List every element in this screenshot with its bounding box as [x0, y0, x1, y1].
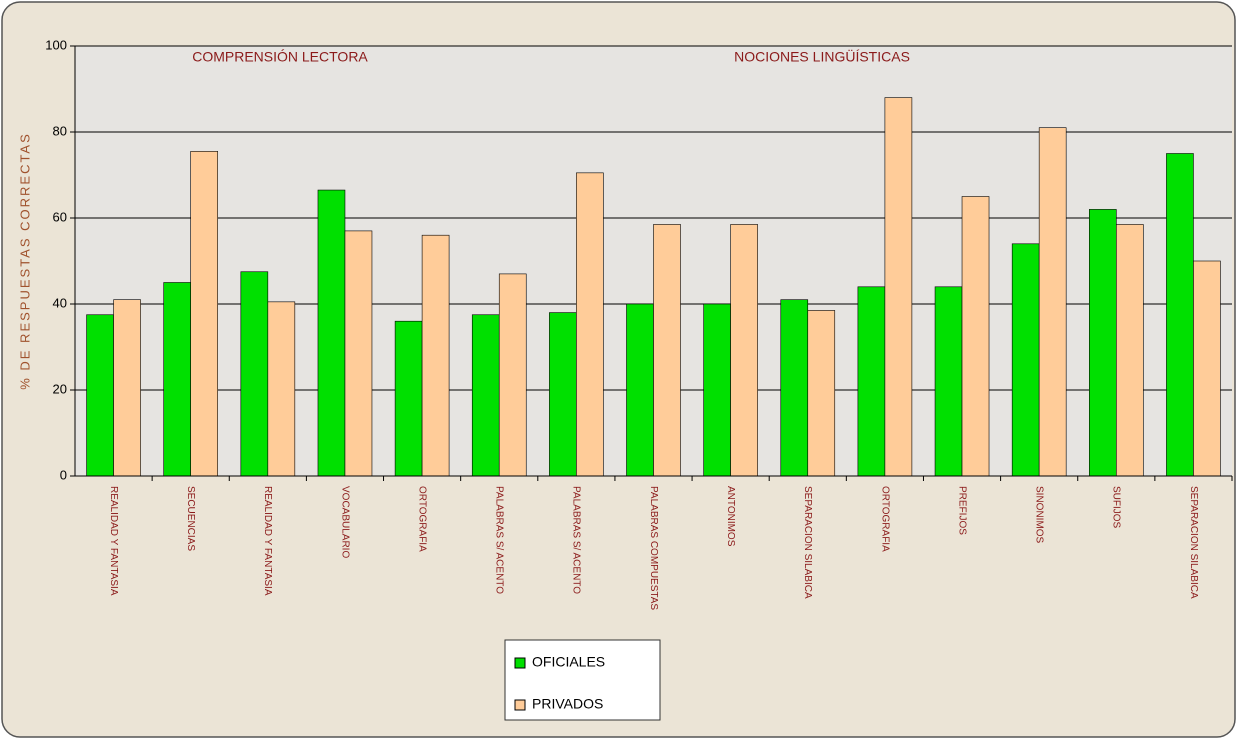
x-tick-label: REALIDAD Y FANTASIA — [262, 486, 273, 596]
legend — [504, 639, 661, 721]
bar — [549, 312, 577, 477]
x-tick-label: SINONIMOS — [1034, 486, 1045, 544]
bar — [1011, 243, 1040, 477]
bar — [240, 271, 269, 477]
bar — [190, 151, 218, 477]
x-tick-label: SEPARACION SILABICA — [802, 486, 813, 599]
bar — [780, 299, 809, 477]
y-tick-label: 60 — [53, 209, 67, 224]
bar — [1089, 209, 1117, 477]
annotation: NOCIONES LINGÜÍSTICAS — [734, 48, 910, 65]
x-tick-label: PREFIJOS — [956, 486, 967, 535]
y-tick-label: 100 — [45, 37, 67, 52]
y-tick-label: 40 — [53, 295, 67, 310]
x-tick-label: PALABRAS COMPUESTAS — [648, 486, 659, 610]
bar — [934, 286, 963, 477]
x-tick-label: PALABRAS S/ ACENTO — [571, 486, 582, 594]
bar — [421, 234, 450, 477]
legend-swatch — [514, 657, 526, 669]
bar — [961, 196, 990, 477]
legend-swatch — [514, 699, 526, 711]
bar — [498, 273, 527, 477]
x-tick-label: SUFIJOS — [1111, 486, 1122, 529]
bar — [576, 172, 604, 477]
bar — [86, 314, 114, 477]
bar — [344, 230, 373, 477]
x-tick-label: REALIDAD Y FANTASIA — [108, 486, 119, 596]
bar — [394, 320, 423, 477]
x-tick-label: SEPARACION SILABICA — [1188, 486, 1199, 599]
x-tick-label: ORTOGRAFIA — [416, 486, 427, 552]
bar — [857, 286, 886, 477]
legend-label: PRIVADOS — [532, 696, 603, 712]
bar — [163, 282, 192, 477]
x-tick-label: SECUENCIAS — [185, 486, 196, 551]
bar — [113, 299, 141, 477]
bar — [317, 189, 346, 477]
bar — [1166, 153, 1194, 477]
bar — [730, 224, 758, 477]
x-tick-label: VOCABULARIO — [339, 486, 350, 558]
y-tick-label: 20 — [53, 381, 67, 396]
y-tick-label: 80 — [53, 123, 67, 138]
bar — [1193, 260, 1221, 477]
x-tick-label: PALABRAS S/ ACENTO — [494, 486, 505, 594]
bar — [267, 301, 296, 477]
bar — [807, 310, 836, 477]
x-tick-label: ORTOGRAFIA — [879, 486, 890, 552]
bar — [1038, 127, 1067, 477]
bar — [703, 303, 731, 477]
bar — [653, 224, 681, 477]
bar — [471, 314, 500, 477]
bar — [626, 303, 654, 477]
bar — [884, 97, 913, 477]
x-tick-label: ANTONIMOS — [725, 486, 736, 547]
y-tick-label: 0 — [60, 467, 67, 482]
y-axis-label: % DE RESPUESTAS CORRECTAS — [17, 132, 32, 390]
bar — [1116, 224, 1144, 477]
annotation: COMPRENSIÓN LECTORA — [192, 49, 368, 65]
legend-label: OFICIALES — [532, 654, 605, 670]
